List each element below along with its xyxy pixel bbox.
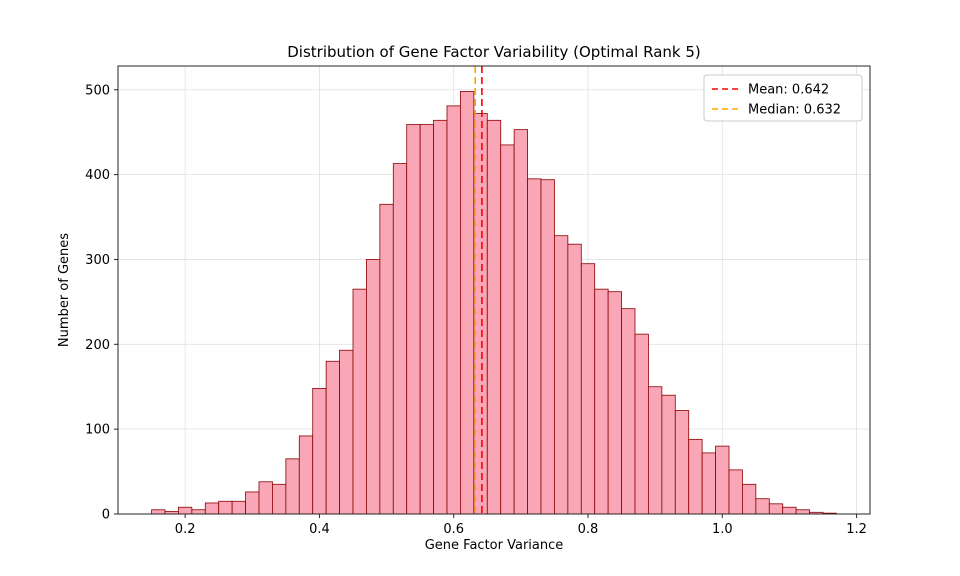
histogram-bar <box>795 509 810 515</box>
histogram-bar <box>513 129 528 515</box>
chart-title: Distribution of Gene Factor Variability … <box>287 43 701 61</box>
histogram-bar <box>567 243 582 515</box>
histogram-bar <box>406 124 421 515</box>
y-tick-label: 100 <box>85 423 110 438</box>
histogram-bar <box>218 500 233 515</box>
histogram-bar <box>258 481 273 515</box>
histogram-bar <box>486 119 502 515</box>
y-tick-label: 400 <box>85 168 110 183</box>
histogram-bar <box>204 502 220 515</box>
legend-label: Median: 0.632 <box>748 103 841 118</box>
histogram-bar <box>594 288 609 515</box>
histogram-bar <box>540 179 555 515</box>
histogram-bar <box>648 386 663 515</box>
y-tick-label: 0 <box>102 508 110 523</box>
histogram-bar <box>768 503 784 515</box>
histogram-bar <box>460 91 475 515</box>
histogram-bar <box>419 124 434 515</box>
histogram-bar <box>392 163 408 515</box>
histogram-bar <box>782 506 797 515</box>
histogram-bar <box>366 259 381 515</box>
histogram-bar <box>298 435 314 515</box>
axes-layer: 0.2 0.4 0.6 0.8 1.0 1.2 0 100 200 300 400 500 <box>85 65 871 537</box>
x-tick-label: 0.4 <box>309 522 330 537</box>
histogram-bar <box>742 483 757 515</box>
histogram-bar <box>527 178 542 515</box>
legend: Mean: 0.642 Median: 0.632 <box>703 74 863 122</box>
legend-box <box>703 74 863 122</box>
histogram-bar <box>191 509 206 515</box>
x-tick-label: 1.0 <box>712 522 733 537</box>
histogram-bar <box>621 308 636 515</box>
histogram-bar <box>231 500 246 515</box>
histogram-bar <box>701 452 716 515</box>
histogram-bar <box>688 438 703 515</box>
x-tick-label: 0.2 <box>175 522 196 537</box>
histogram-bar <box>554 235 569 515</box>
histogram-bar <box>634 333 649 515</box>
legend-label: Mean: 0.642 <box>748 83 829 98</box>
y-tick-label: 500 <box>85 83 110 98</box>
bars-layer <box>151 91 837 515</box>
histogram-bar <box>285 458 300 515</box>
y-tick-label: 300 <box>85 253 110 268</box>
histogram-bar <box>674 410 690 515</box>
histogram-bar <box>272 483 287 515</box>
histogram-bar <box>339 349 354 515</box>
histogram-bar <box>178 506 193 515</box>
histogram-bar <box>312 388 327 515</box>
histogram-bar <box>245 491 260 515</box>
x-tick-label: 1.2 <box>846 522 867 537</box>
histogram-bar <box>433 119 448 515</box>
histogram-bar <box>151 509 166 515</box>
histogram-bar <box>755 498 770 515</box>
histogram-bar <box>379 203 394 515</box>
x-axis-label: Gene Factor Variance <box>425 538 564 553</box>
x-tick-label: 0.8 <box>578 522 599 537</box>
y-axis-label: Number of Genes <box>57 233 72 347</box>
histogram-bar <box>715 445 730 515</box>
histogram-bar <box>607 291 622 515</box>
histogram-bar <box>352 288 367 515</box>
histogram-bar <box>580 263 596 515</box>
histogram-bar <box>661 394 676 515</box>
reference-lines-layer <box>474 66 483 514</box>
plot-border <box>117 65 871 515</box>
histogram-bar <box>500 144 515 515</box>
y-tick-label: 200 <box>85 338 110 353</box>
histogram-bar <box>728 469 743 515</box>
x-tick-label: 0.6 <box>443 522 464 537</box>
histogram-bar <box>325 360 340 515</box>
histogram-bar <box>446 105 461 515</box>
